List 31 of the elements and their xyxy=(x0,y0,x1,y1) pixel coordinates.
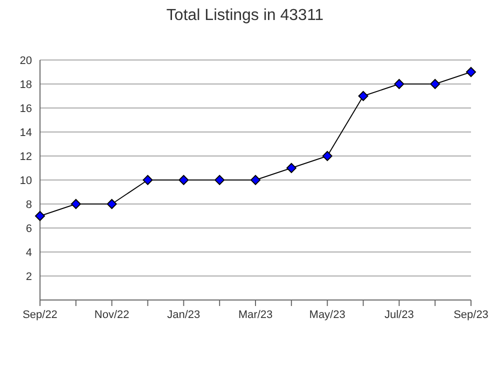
y-tick-label: 8 xyxy=(26,198,32,211)
point xyxy=(322,151,332,161)
point xyxy=(35,211,45,221)
y-tick-label: 20 xyxy=(20,54,32,67)
point xyxy=(106,199,117,209)
point xyxy=(430,79,440,89)
x-tick-label: Sep/23 xyxy=(454,309,488,321)
x-tick-label: Nov/22 xyxy=(94,309,130,321)
y-tick-label: 12 xyxy=(20,150,32,163)
point xyxy=(250,175,260,185)
point xyxy=(286,163,296,173)
y-tick-label: 4 xyxy=(26,246,32,259)
x-tick-label: May/23 xyxy=(309,309,346,321)
point xyxy=(214,175,225,185)
x-tick-label: Sep/22 xyxy=(22,309,58,321)
point xyxy=(358,91,368,101)
x-tick-label: Mar/23 xyxy=(238,309,273,321)
y-tick-label: 14 xyxy=(20,126,32,139)
y-tick-label: 2 xyxy=(26,270,32,283)
y-tick-label: 18 xyxy=(20,78,32,91)
x-tick-label: Jul/23 xyxy=(384,309,414,321)
point xyxy=(142,175,153,185)
x-tick-label: Jan/23 xyxy=(167,309,200,321)
point xyxy=(394,79,404,89)
point xyxy=(178,175,189,185)
y-tick-label: 10 xyxy=(20,174,32,187)
chart-title: Total Listings in 43311 xyxy=(166,7,324,24)
point xyxy=(70,199,81,209)
y-tick-label: 6 xyxy=(26,222,32,235)
y-tick-label: 16 xyxy=(20,102,32,115)
point xyxy=(466,67,476,77)
